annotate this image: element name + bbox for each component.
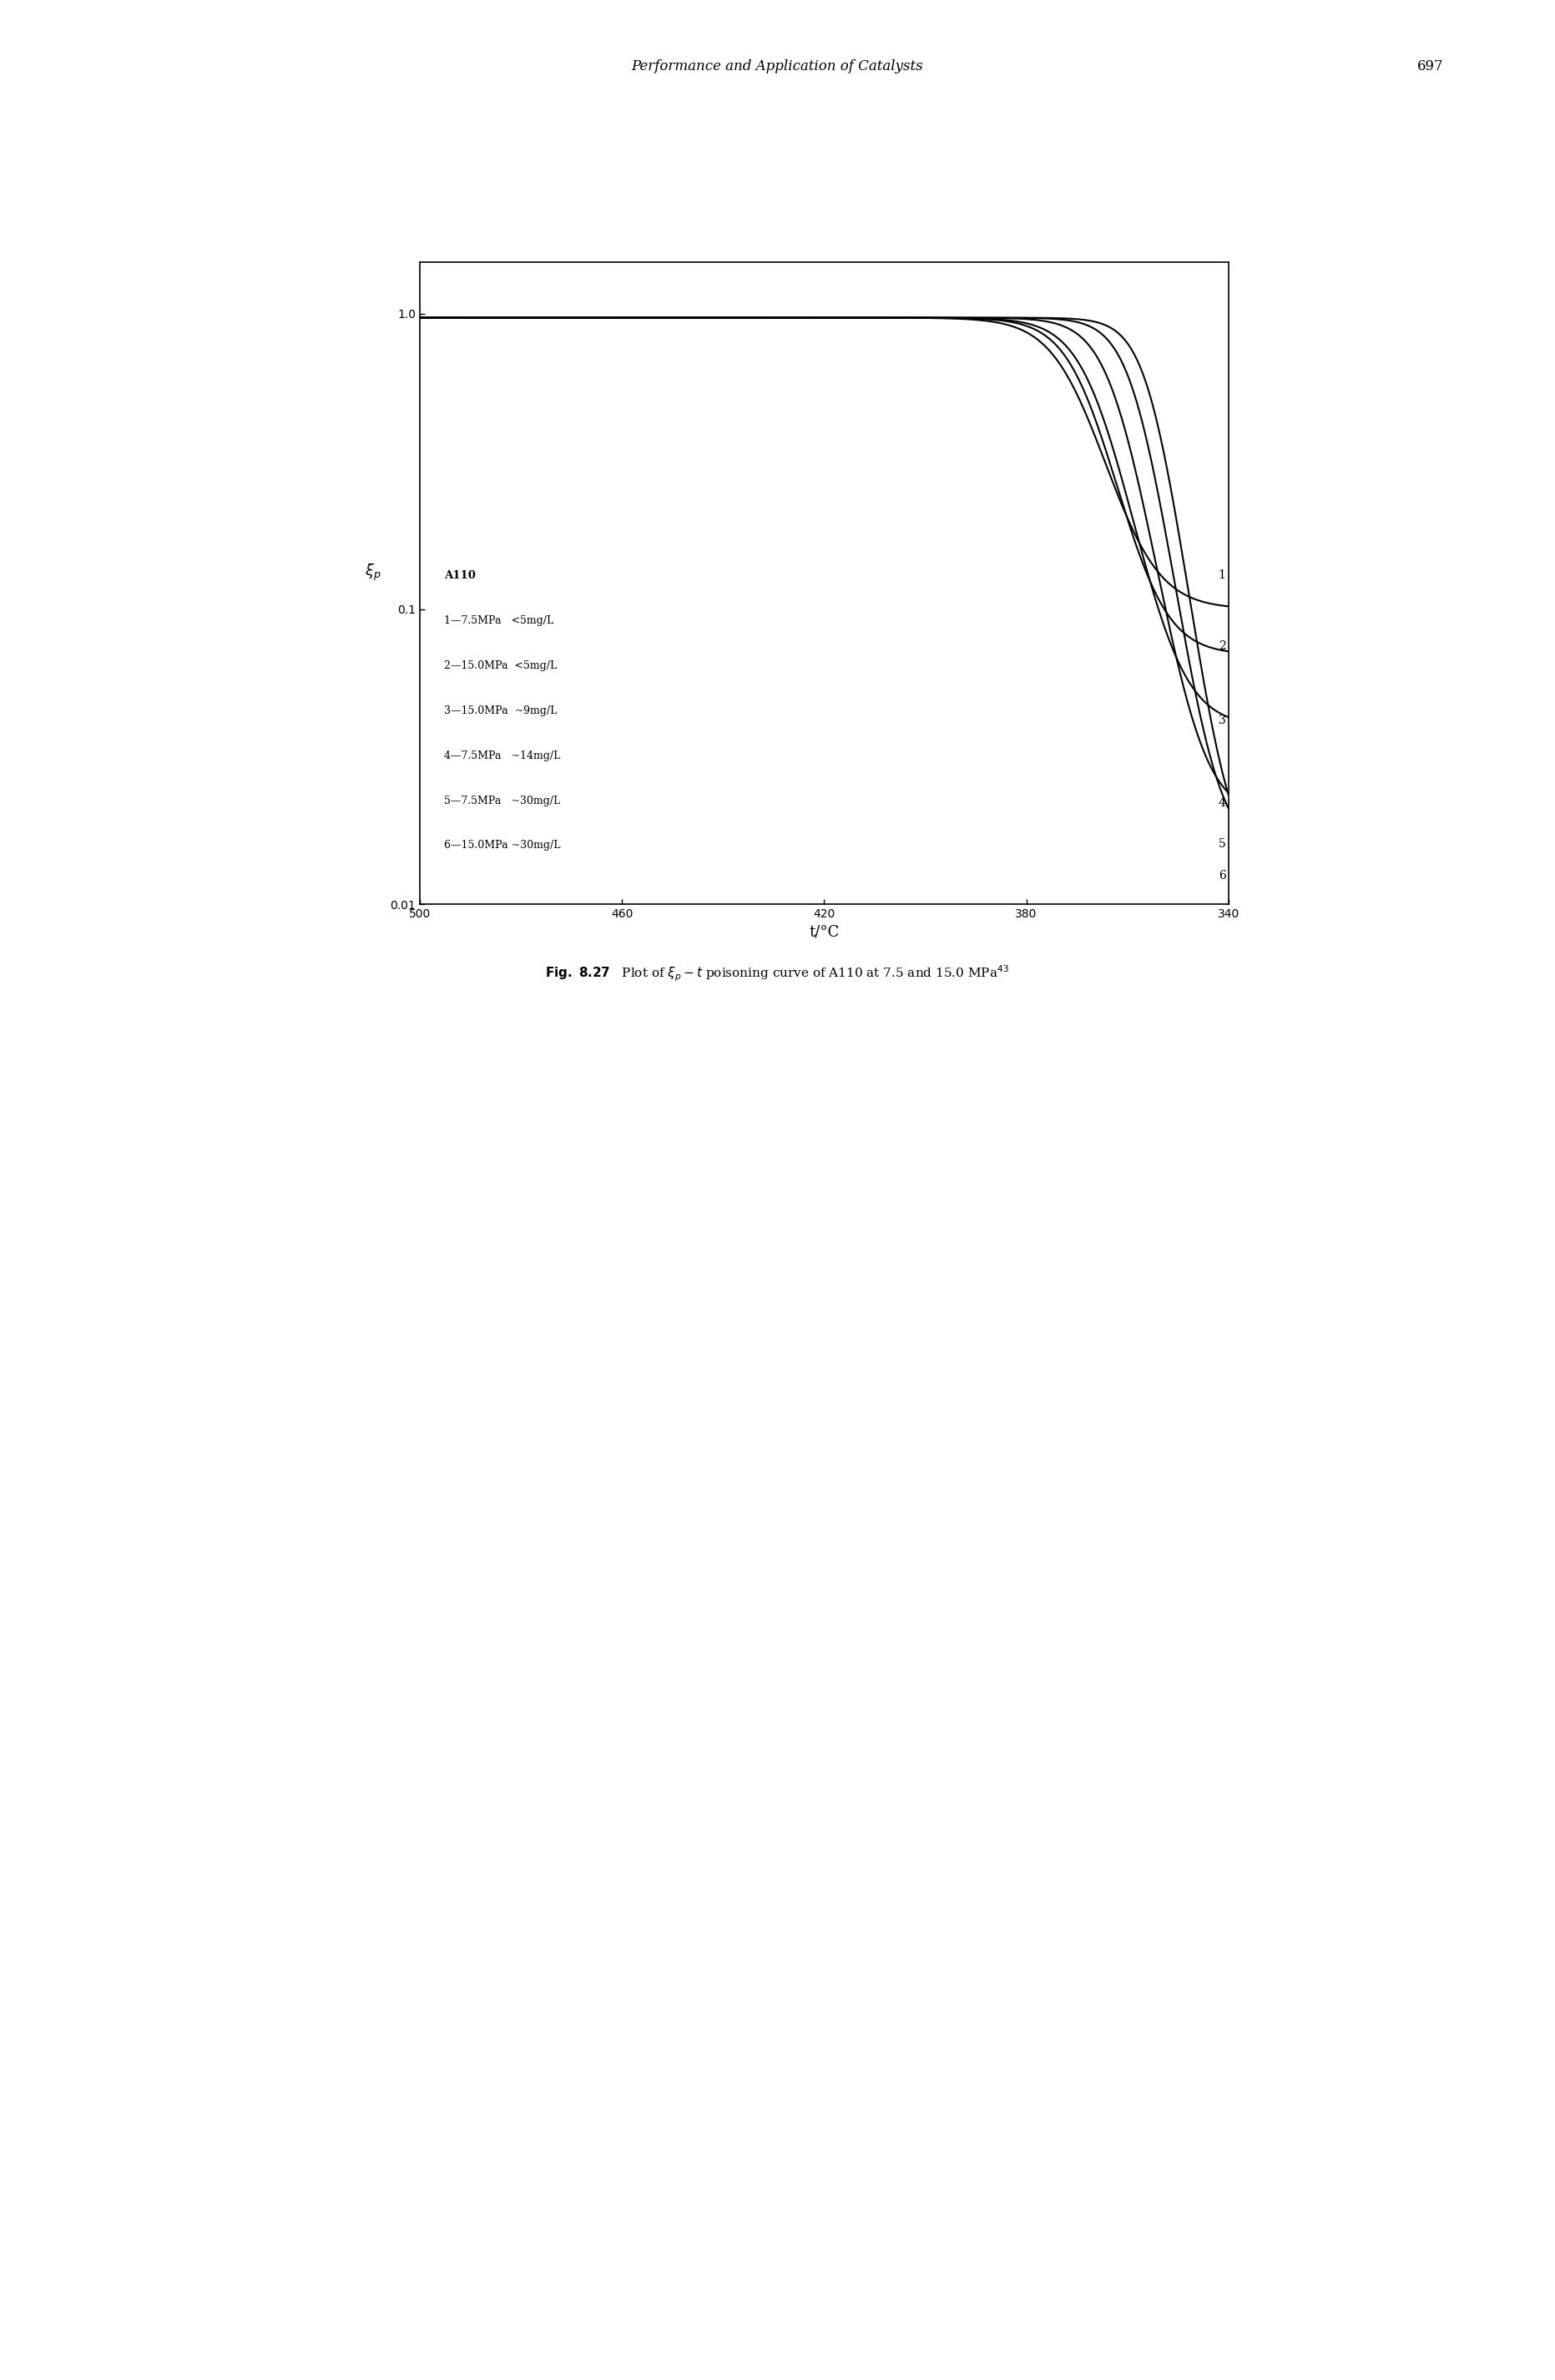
Text: Performance and Application of Catalysts: Performance and Application of Catalysts [631,60,924,74]
Text: 1—7.5MPa   <5mg/L: 1—7.5MPa <5mg/L [445,616,554,626]
Text: 4—7.5MPa   ~14mg/L: 4—7.5MPa ~14mg/L [445,750,560,762]
Text: 1: 1 [1219,569,1225,581]
Text: 4: 4 [1219,797,1225,809]
Text: 5: 5 [1219,838,1225,850]
Text: 3: 3 [1219,714,1225,726]
Text: 5—7.5MPa   ~30mg/L: 5—7.5MPa ~30mg/L [445,795,560,807]
Text: 697: 697 [1418,60,1443,74]
Y-axis label: $\xi_p$: $\xi_p$ [364,564,381,583]
Text: $\bf{Fig.\ 8.27}$   Plot of $\xi_p - t$ poisoning curve of A110 at 7.5 and 15.0 : $\bf{Fig.\ 8.27}$ Plot of $\xi_p - t$ po… [546,964,1009,983]
Text: 6: 6 [1219,871,1225,881]
Text: 2—15.0MPa  <5mg/L: 2—15.0MPa <5mg/L [445,659,557,671]
Text: 2: 2 [1219,640,1225,652]
Text: A110: A110 [445,571,476,581]
X-axis label: t/°C: t/°C [809,926,840,940]
Text: 6—15.0MPa ~30mg/L: 6—15.0MPa ~30mg/L [445,840,560,852]
Text: 3—15.0MPa  ~9mg/L: 3—15.0MPa ~9mg/L [445,704,557,716]
